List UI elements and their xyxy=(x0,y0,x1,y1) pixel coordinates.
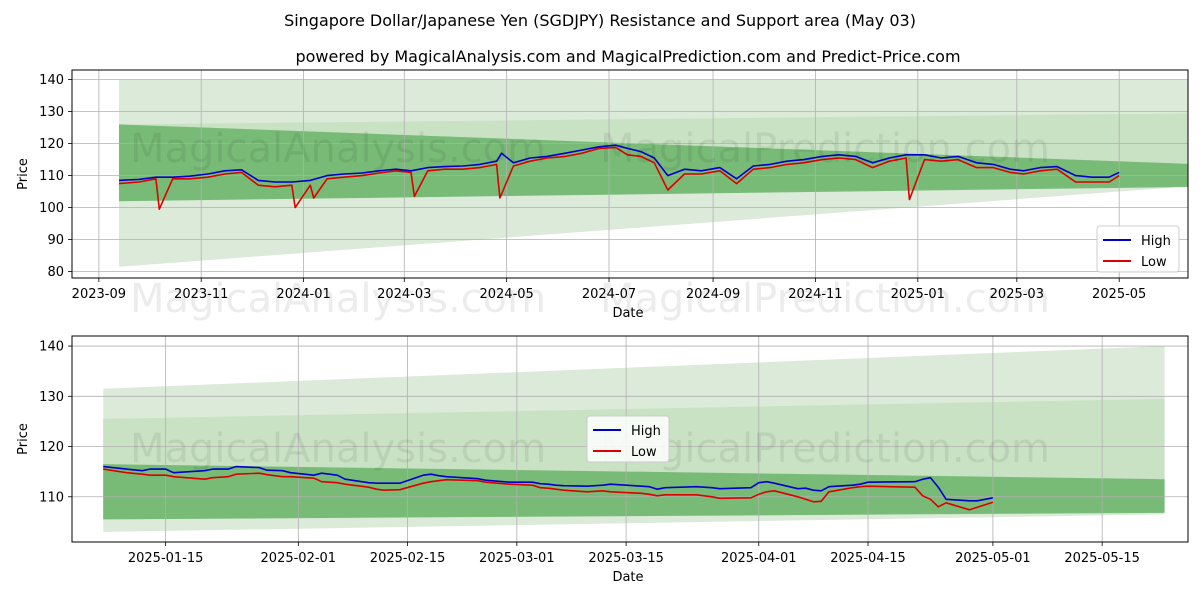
legend-label-low: Low xyxy=(631,445,657,460)
band-inner xyxy=(103,464,1165,520)
plot-frame xyxy=(71,335,1189,543)
legend-box xyxy=(586,415,670,463)
legend: High Low xyxy=(1096,225,1180,273)
y-tick-label: 100 xyxy=(39,201,64,216)
series-line-high xyxy=(118,144,1120,183)
x-tick-label: 2024-07 xyxy=(582,287,636,302)
y-axis-label: Price xyxy=(16,423,31,455)
x-tick-label: 2025-04-01 xyxy=(721,551,797,566)
x-tick-label: 2025-02-01 xyxy=(261,551,337,566)
x-tick-label: 2025-03-15 xyxy=(588,551,664,566)
x-axis-label: Date xyxy=(612,306,643,321)
x-tick-label: 2025-05-15 xyxy=(1064,551,1140,566)
y-tick-label: 140 xyxy=(39,73,64,88)
x-tick-label: 2024-05 xyxy=(479,287,533,302)
chart-title: Singapore Dollar/Japanese Yen (SGDJPY) R… xyxy=(284,11,916,30)
watermark-text: MagicalPrediction.com xyxy=(600,276,1050,322)
x-tick-label: 2025-01 xyxy=(891,287,945,302)
watermark-text: MagicalAnalysis.com xyxy=(130,126,546,172)
y-tick-label: 110 xyxy=(39,490,64,505)
y-tick-label: 140 xyxy=(39,340,64,355)
x-tick-label: 2025-04-15 xyxy=(830,551,906,566)
watermarks: MagicalAnalysis.com MagicalPrediction.com xyxy=(130,426,1050,472)
y-tick-label: 130 xyxy=(39,105,64,120)
legend: High Low xyxy=(586,415,670,463)
watermark-text: MagicalAnalysis.com xyxy=(130,426,546,472)
x-tick-label: 2025-01-15 xyxy=(128,551,204,566)
x-tick-label: 2025-02-15 xyxy=(370,551,446,566)
watermark-text: MagicalPrediction.com xyxy=(600,126,1050,172)
plot-frame xyxy=(71,69,1189,279)
legend-label-low: Low xyxy=(1141,255,1167,270)
x-tick-label: 2025-05-01 xyxy=(955,551,1031,566)
y-tick-label: 130 xyxy=(39,390,64,405)
y-tick-label: 120 xyxy=(39,137,64,152)
series xyxy=(103,465,994,511)
x-tick-label: 2024-09 xyxy=(686,287,740,302)
y-tick-label: 120 xyxy=(39,440,64,455)
legend-label-high: High xyxy=(631,424,661,439)
legend-box xyxy=(1096,225,1180,273)
legend-label-high: High xyxy=(1141,234,1171,249)
series-line-high xyxy=(103,465,994,502)
x-tick-label: 2024-03 xyxy=(377,287,431,302)
x-tick-label: 2025-05 xyxy=(1092,287,1146,302)
series xyxy=(118,144,1120,210)
y-axis-label: Price xyxy=(16,158,31,190)
watermarks: MagicalAnalysis.com MagicalPrediction.com… xyxy=(130,126,1050,322)
chart-panel-2: 2025-01-15 2025-02-01 2025-02-15 2025-03-01… xyxy=(16,335,1189,585)
x-tick-label: 2023-11 xyxy=(174,287,228,302)
x-tick-label: 2025-03-01 xyxy=(479,551,555,566)
x-tick-label: 2024-01 xyxy=(276,287,330,302)
x-tick-label: 2024-11 xyxy=(788,287,842,302)
x-tick-label: 2025-03 xyxy=(990,287,1044,302)
bands xyxy=(103,346,1165,532)
x-axis-label: Date xyxy=(612,570,643,585)
chart-subtitle: powered by MagicalAnalysis.com and Magic… xyxy=(295,47,960,66)
grid: 2025-01-15 2025-02-01 2025-02-15 2025-03-01… xyxy=(39,336,1188,566)
chart-panel-1: 2023-09 2023-11 2024-01 2024-03 2024-05 2024-… xyxy=(16,69,1189,322)
x-tick-label: 2023-09 xyxy=(72,287,126,302)
series-line-low xyxy=(103,468,994,511)
series-line-low xyxy=(118,146,1120,210)
watermark-text: MagicalPrediction.com xyxy=(600,426,1050,472)
y-tick-label: 90 xyxy=(47,233,64,248)
watermark-text: MagicalAnalysis.com xyxy=(130,276,546,322)
y-tick-label: 110 xyxy=(39,169,64,184)
y-tick-label: 80 xyxy=(47,265,64,280)
